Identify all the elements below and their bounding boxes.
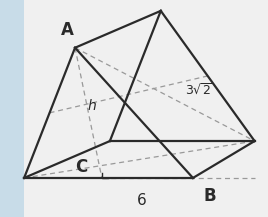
Text: A: A bbox=[61, 21, 73, 39]
Text: $3\sqrt{2}$: $3\sqrt{2}$ bbox=[185, 82, 214, 98]
Text: h: h bbox=[87, 99, 96, 113]
Text: 6: 6 bbox=[137, 193, 147, 208]
Text: C: C bbox=[75, 158, 87, 176]
Text: B: B bbox=[204, 187, 216, 205]
